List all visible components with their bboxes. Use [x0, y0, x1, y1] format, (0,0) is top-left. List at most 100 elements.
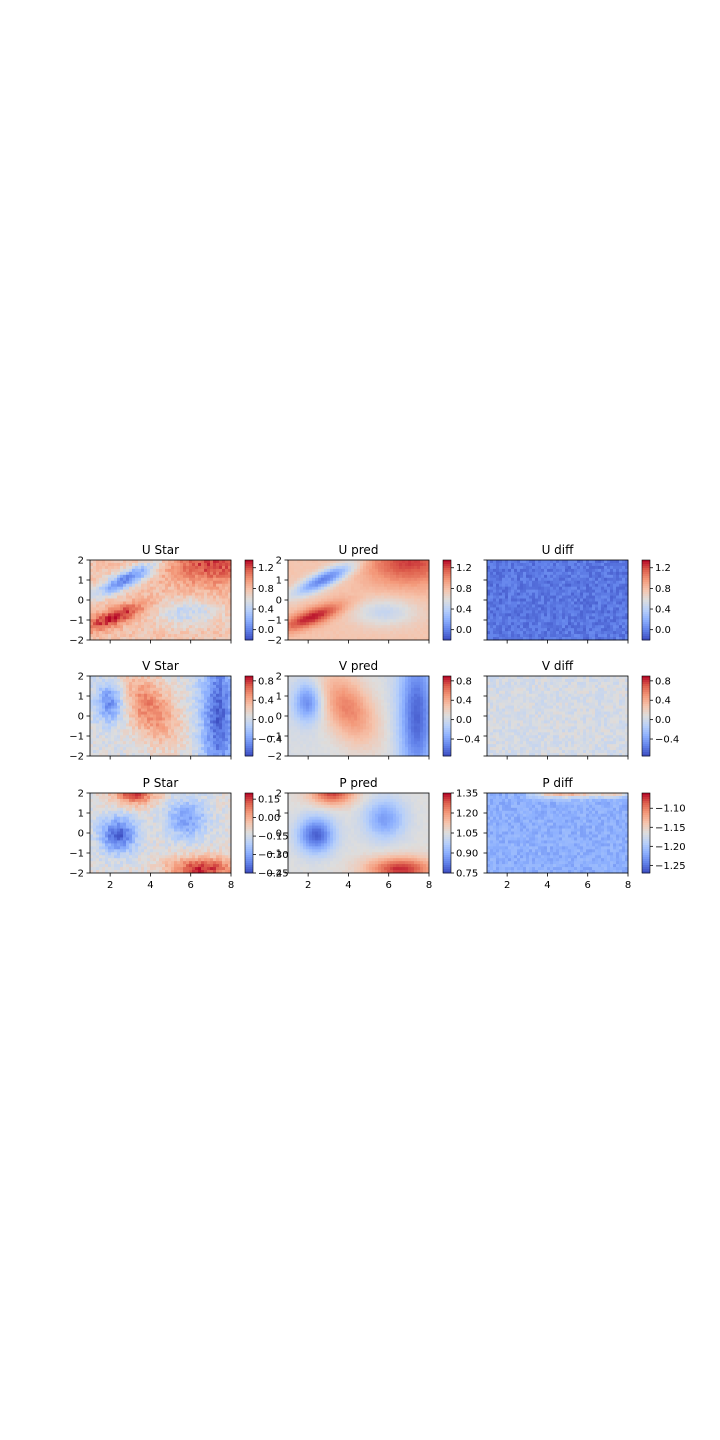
heatmap-cell	[381, 634, 385, 638]
heatmap-cell	[204, 568, 208, 573]
heatmap-cell	[565, 625, 569, 629]
heatmap-cell	[366, 616, 370, 620]
heatmap-cell	[99, 604, 103, 608]
heatmap-cell	[96, 676, 100, 680]
heatmap-cell	[333, 560, 337, 564]
heatmap-cell	[195, 574, 199, 579]
heatmap-cell	[183, 678, 187, 683]
heatmap-cell	[496, 622, 500, 626]
heatmap-cell	[345, 601, 349, 605]
heatmap-cell	[228, 583, 232, 588]
heatmap-cell	[550, 634, 554, 638]
heatmap-cell	[120, 631, 124, 635]
heatmap-cell	[150, 676, 154, 680]
heatmap-cell	[321, 568, 325, 573]
heatmap-cell	[565, 631, 569, 635]
colorbar-segment	[245, 570, 253, 573]
heatmap-cell	[186, 717, 190, 721]
heatmap-cell	[303, 580, 307, 585]
heatmap-cell	[129, 732, 133, 736]
heatmap-cell	[595, 592, 599, 596]
heatmap-cell	[96, 610, 100, 614]
heatmap-cell	[117, 595, 121, 599]
colorbar-segment	[245, 586, 253, 589]
heatmap-cell	[228, 631, 232, 635]
heatmap-cell	[90, 735, 94, 739]
heatmap-cell	[159, 619, 163, 623]
heatmap-cell	[529, 634, 533, 638]
heatmap-cell	[580, 560, 584, 564]
heatmap-cell	[604, 622, 608, 626]
heatmap-cell	[159, 741, 163, 745]
heatmap-cell	[423, 637, 427, 641]
heatmap-cell	[372, 589, 376, 593]
heatmap-cell	[360, 613, 364, 617]
heatmap-cell	[183, 610, 187, 614]
heatmap-cell	[93, 690, 97, 695]
heatmap-cell	[553, 604, 557, 608]
heatmap-cell	[496, 586, 500, 591]
heatmap-cell	[132, 583, 136, 588]
heatmap-cell	[387, 562, 391, 567]
heatmap-cell	[351, 580, 355, 585]
heatmap-cell	[198, 586, 202, 591]
heatmap-cell	[147, 598, 151, 602]
heatmap-cell	[408, 586, 412, 591]
heatmap-cell	[102, 690, 106, 695]
heatmap-cell	[553, 580, 557, 585]
heatmap-cell	[517, 586, 521, 591]
heatmap-cell	[562, 619, 566, 623]
heatmap-cell	[625, 616, 629, 620]
heatmap-cell	[306, 577, 310, 582]
heatmap-cell	[177, 717, 181, 721]
heatmap-cell	[300, 586, 304, 591]
heatmap-cell	[213, 568, 217, 573]
heatmap-cell	[619, 580, 623, 585]
colorbar-segment	[642, 628, 650, 631]
heatmap-cell	[297, 589, 301, 593]
heatmap-cell	[165, 610, 169, 614]
heatmap-cell	[414, 592, 418, 596]
heatmap-cell	[180, 619, 184, 623]
heatmap-cell	[339, 598, 343, 602]
heatmap-cell	[192, 562, 196, 567]
heatmap-cell	[102, 714, 106, 718]
heatmap-cell	[544, 565, 548, 570]
heatmap-cell	[330, 610, 334, 614]
heatmap-cell	[577, 610, 581, 614]
heatmap-cell	[150, 729, 154, 733]
heatmap-cell	[360, 625, 364, 629]
heatmap-cell	[168, 747, 172, 751]
heatmap-cell	[568, 574, 572, 579]
heatmap-cell	[288, 589, 292, 593]
heatmap-cell	[426, 613, 430, 617]
heatmap-cell	[108, 717, 112, 721]
heatmap-cell	[180, 705, 184, 709]
heatmap-cell	[108, 693, 112, 698]
colorbar-segment	[443, 598, 451, 601]
heatmap-cell	[135, 699, 139, 704]
heatmap-cell	[324, 619, 328, 623]
heatmap-cell	[288, 571, 292, 576]
heatmap-cell	[372, 577, 376, 582]
heatmap-cell	[312, 589, 316, 593]
heatmap-cell	[141, 560, 145, 564]
heatmap-cell	[619, 604, 623, 608]
heatmap-cell	[192, 678, 196, 683]
heatmap-cell	[114, 592, 118, 596]
heatmap-cell	[117, 747, 121, 751]
heatmap-cell	[120, 619, 124, 623]
heatmap-cell	[348, 577, 352, 582]
heatmap-cell	[189, 574, 193, 579]
heatmap-cell	[210, 583, 214, 588]
heatmap-cell	[192, 750, 196, 754]
heatmap-cell	[351, 562, 355, 567]
heatmap-cell	[490, 580, 494, 585]
heatmap-cell	[183, 574, 187, 579]
heatmap-cell	[589, 625, 593, 629]
heatmap-cell	[538, 628, 542, 632]
heatmap-cell	[150, 684, 154, 689]
y-tick-label: −2	[69, 636, 84, 647]
heatmap-cell	[547, 574, 551, 579]
heatmap-cell	[333, 562, 337, 567]
